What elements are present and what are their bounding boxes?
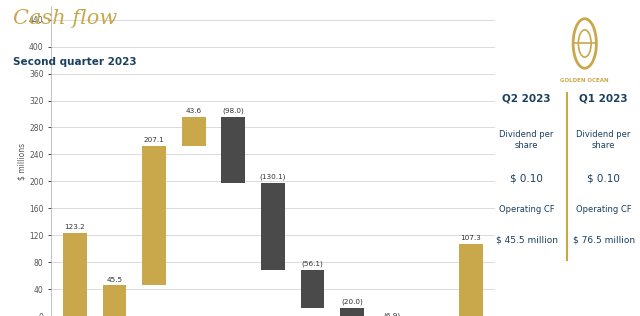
Text: Operating CF: Operating CF [576, 204, 632, 214]
Text: Operating CF: Operating CF [499, 204, 554, 214]
Text: 207.1: 207.1 [144, 137, 164, 143]
Bar [261, 183, 285, 270]
Text: Cash flow: Cash flow [13, 9, 117, 28]
Text: $ 0.10: $ 0.10 [510, 173, 543, 184]
Bar [142, 146, 166, 285]
Text: (56.1): (56.1) [301, 261, 323, 267]
Text: 123.2: 123.2 [65, 224, 85, 230]
Text: (6.9): (6.9) [383, 312, 400, 316]
Text: 45.5: 45.5 [106, 277, 123, 283]
Bar [63, 233, 87, 316]
Text: GOLDEN OCEAN: GOLDEN OCEAN [561, 77, 609, 82]
Text: (20.0): (20.0) [341, 299, 363, 305]
Text: Q1 2023: Q1 2023 [579, 93, 628, 103]
Text: $ 45.5 million: $ 45.5 million [495, 235, 557, 245]
Bar [182, 117, 205, 146]
Text: Dividend per
share: Dividend per share [499, 130, 554, 150]
Text: Q2 2023: Q2 2023 [502, 93, 551, 103]
Text: 107.3: 107.3 [461, 235, 481, 241]
Text: (130.1): (130.1) [260, 173, 286, 180]
Text: Second quarter 2023: Second quarter 2023 [13, 57, 136, 67]
Y-axis label: $ millions: $ millions [17, 143, 26, 180]
Text: $ 76.5 million: $ 76.5 million [573, 235, 635, 245]
Text: (98.0): (98.0) [223, 107, 244, 114]
Bar [459, 244, 483, 316]
Text: 43.6: 43.6 [186, 108, 202, 114]
Bar [102, 285, 127, 316]
Text: Dividend per
share: Dividend per share [577, 130, 631, 150]
Bar [221, 117, 245, 183]
Bar [301, 270, 324, 308]
Bar [340, 308, 364, 316]
Text: $ 0.10: $ 0.10 [588, 173, 620, 184]
